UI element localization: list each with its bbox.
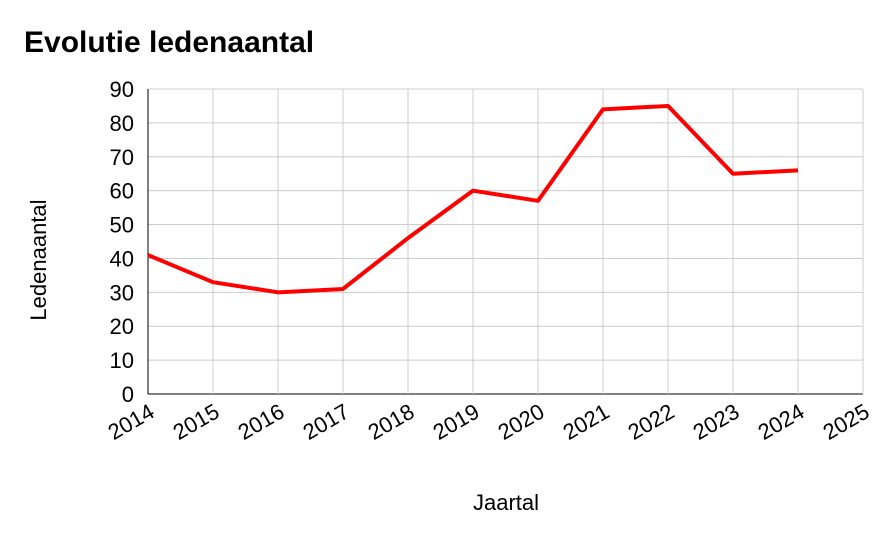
y-tick-label: 50 xyxy=(110,213,134,238)
x-tick-label: 2025 xyxy=(819,399,874,445)
y-tick-label: 80 xyxy=(110,111,134,136)
y-tick-label: 70 xyxy=(110,145,134,170)
x-tick-label: 2024 xyxy=(754,399,809,445)
x-tick-label: 2021 xyxy=(559,399,614,445)
y-tick-label: 10 xyxy=(110,348,134,373)
data-line xyxy=(147,103,799,295)
y-tick-label: 0 xyxy=(122,382,134,407)
y-tick-label: 30 xyxy=(110,280,134,305)
x-tick-label: 2022 xyxy=(624,399,679,445)
x-tick-label: 2017 xyxy=(299,399,354,445)
y-tick-label: 40 xyxy=(110,246,134,271)
x-tick-label: 2018 xyxy=(364,399,419,445)
x-tick-label: 2023 xyxy=(689,399,744,445)
x-tick-label: 2020 xyxy=(494,399,549,445)
y-tick-label: 20 xyxy=(110,314,134,339)
x-tick-label: 2015 xyxy=(169,399,224,445)
x-axis-label: Jaartal xyxy=(473,490,539,515)
x-tick-label: 2016 xyxy=(234,399,289,445)
y-axis-label: Ledenaantal xyxy=(26,199,51,320)
y-tick-label: 60 xyxy=(110,179,134,204)
x-tick-label: 2019 xyxy=(429,399,484,445)
y-tick-label: 90 xyxy=(110,77,134,102)
chart-title: Evolutie ledenaantal xyxy=(24,26,314,59)
